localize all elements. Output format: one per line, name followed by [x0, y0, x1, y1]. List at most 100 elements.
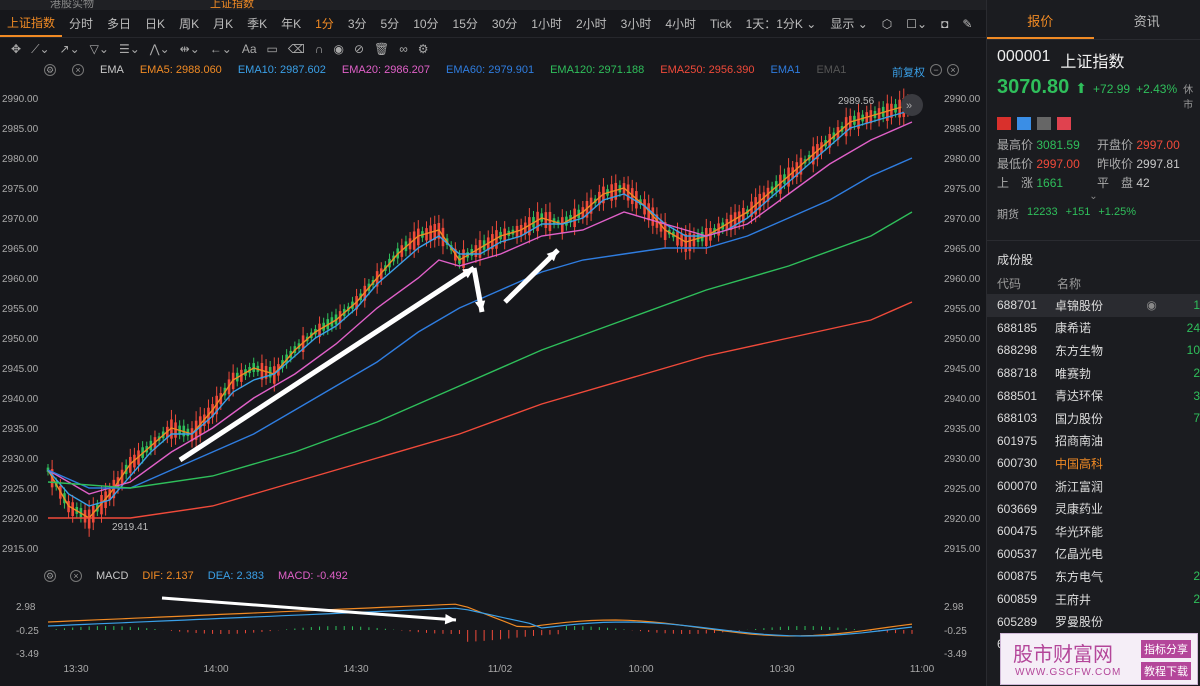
- settings-icon[interactable]: ⬡: [881, 16, 893, 31]
- fib-tool-icon[interactable]: ☰⌄: [118, 42, 140, 56]
- tab-1min[interactable]: 1分: [315, 17, 334, 31]
- indicator-name[interactable]: EMA: [100, 64, 124, 76]
- expand-chevron-icon[interactable]: ⌄: [1089, 191, 1098, 202]
- tab-3min[interactable]: 3分: [347, 17, 367, 31]
- table-row[interactable]: 605289 罗曼股份: [987, 610, 1200, 633]
- tab-multiday[interactable]: 多日: [107, 17, 132, 31]
- magnet-icon[interactable]: ∩: [314, 42, 324, 56]
- hide-icon[interactable]: ⊘: [353, 42, 364, 56]
- minimize-icon[interactable]: −: [930, 64, 942, 76]
- dea-value: DEA: 2.383: [207, 570, 265, 582]
- note-tool-icon[interactable]: ▭: [266, 42, 278, 56]
- time-tick-label: 10:00: [628, 664, 653, 675]
- ema10-value: 2987.602: [280, 64, 326, 76]
- eye-icon[interactable]: ◉: [333, 42, 344, 56]
- tab-quote[interactable]: 报价: [987, 0, 1094, 39]
- table-row[interactable]: 688298 东方生物 10: [987, 339, 1200, 362]
- line-tool-icon[interactable]: ⟋⌄: [31, 41, 50, 56]
- table-row[interactable]: 688501 青达环保 3: [987, 384, 1200, 407]
- ema-extra-1: EMA1: [770, 64, 801, 76]
- macd-name[interactable]: MACD: [96, 570, 129, 582]
- window-tab-index[interactable]: 上证指数: [210, 0, 254, 10]
- tag-icon[interactable]: [1017, 117, 1031, 130]
- table-row[interactable]: 603669 灵康药业: [987, 497, 1200, 520]
- table-row[interactable]: 600475 华光环能: [987, 520, 1200, 543]
- measure-tool-icon[interactable]: ⇹⌄: [179, 42, 200, 56]
- table-row[interactable]: 688701 卓锦股份 ◉ 1: [987, 294, 1200, 317]
- pin-icon[interactable]: ◉: [1146, 298, 1157, 313]
- tab-daily[interactable]: 日K: [145, 17, 166, 31]
- close-icon[interactable]: ×: [947, 64, 959, 76]
- tab-news[interactable]: 资讯: [1133, 14, 1160, 29]
- heart-icon[interactable]: [1057, 117, 1071, 130]
- table-row[interactable]: 600537 亿晶光电: [987, 543, 1200, 566]
- low-annotation: 2919.41: [112, 522, 149, 533]
- text-tool-icon[interactable]: Aa: [241, 42, 257, 56]
- tab-15min[interactable]: 15分: [452, 17, 478, 31]
- camera-icon[interactable]: ◘: [941, 16, 949, 31]
- col-name[interactable]: 名称: [1057, 276, 1082, 291]
- flag-icon[interactable]: [997, 117, 1011, 130]
- window-tab-hk[interactable]: 港股实物: [50, 0, 94, 10]
- components-list: 688701 卓锦股份 ◉ 1 688185 康希诺 24 688298 东方生物 10 68871…: [987, 294, 1200, 656]
- chart-canvas[interactable]: 2990.00 2985.00 2980.00 2975.00 2970.00 2965.…: [0, 80, 986, 686]
- close-icon[interactable]: ×: [72, 64, 84, 76]
- gear-icon[interactable]: ⚙: [417, 42, 429, 56]
- field-low: 最低价 2997.00: [997, 157, 1080, 171]
- arrow-tool-icon[interactable]: ←⌄: [209, 42, 232, 56]
- tab-quarterly[interactable]: 季K: [247, 17, 268, 31]
- scroll-right-button[interactable]: [901, 94, 923, 116]
- pencil-icon[interactable]: ✎: [962, 16, 973, 31]
- stock-code: 688103: [997, 411, 1038, 426]
- display-dropdown[interactable]: 显示 ⌄: [823, 15, 874, 32]
- table-row[interactable]: 688185 康希诺 24: [987, 317, 1200, 340]
- table-row[interactable]: 688103 国力股份 7: [987, 407, 1200, 430]
- range-dropdown[interactable]: 1天：1分K ⌄: [739, 15, 824, 32]
- settings-icon[interactable]: ⚙: [44, 64, 56, 76]
- tab-5min[interactable]: 5分: [380, 17, 400, 31]
- move-icon[interactable]: ✥: [11, 42, 22, 56]
- link-icon[interactable]: ∞: [399, 42, 408, 56]
- settings-icon[interactable]: ⚙: [44, 570, 56, 582]
- tab-index[interactable]: 上证指数: [0, 14, 63, 37]
- tab-yearly[interactable]: 年K: [281, 17, 302, 31]
- table-row[interactable]: 601975 招商南油: [987, 430, 1200, 453]
- ema-line-ema250: [48, 301, 913, 519]
- candle-body: [602, 186, 605, 204]
- eraser-icon[interactable]: ⌫: [287, 42, 305, 56]
- adjust-button[interactable]: 前复权: [892, 67, 925, 79]
- tab-4hour[interactable]: 4小时: [665, 17, 697, 31]
- tab-intraday[interactable]: 分时: [69, 17, 94, 31]
- stock-name: 亿晶光电: [1055, 547, 1104, 562]
- channel-tool-icon[interactable]: ▽⌄: [89, 42, 109, 56]
- table-row[interactable]: 600070 浙江富润: [987, 475, 1200, 498]
- tab-monthly[interactable]: 月K: [213, 17, 234, 31]
- tab-30min[interactable]: 30分: [491, 17, 518, 31]
- candle-body: [811, 146, 815, 165]
- watermark-title: 股市财富网: [1013, 642, 1113, 666]
- close-icon[interactable]: ×: [70, 570, 82, 582]
- trash-icon[interactable]: 🗑: [374, 42, 390, 56]
- ray-tool-icon[interactable]: ↗⌄: [59, 42, 80, 56]
- up-arrow-icon: ⬆: [1075, 80, 1088, 96]
- tab-2hour[interactable]: 2小时: [575, 17, 607, 31]
- candle-body: [433, 224, 437, 241]
- tab-1hour[interactable]: 1小时: [531, 17, 562, 31]
- tab-weekly[interactable]: 周K: [179, 17, 200, 31]
- table-row[interactable]: 600875 东方电气 2: [987, 565, 1200, 588]
- field-high: 最高价 3081.59: [997, 138, 1080, 152]
- table-row[interactable]: 600859 王府井 2: [987, 588, 1200, 611]
- tab-tick[interactable]: Tick: [710, 16, 732, 31]
- pattern-tool-icon[interactable]: ⋀⌄: [149, 42, 170, 56]
- tab-10min[interactable]: 10分: [413, 17, 439, 31]
- last-price: 3070.80: [997, 76, 1070, 98]
- macd-header: ⚙ × MACD DIF: 2.137 DEA: 2.383 MACD: -0.…: [44, 570, 348, 586]
- candle-body: [779, 174, 782, 194]
- tab-3hour[interactable]: 3小时: [620, 17, 652, 31]
- layout-icon[interactable]: ☐⌄: [906, 16, 928, 31]
- doc-icon[interactable]: [1037, 117, 1051, 130]
- col-code[interactable]: 代码: [997, 276, 1022, 291]
- candle-body: [663, 221, 667, 241]
- table-row[interactable]: 688718 唯赛勃 2: [987, 362, 1200, 385]
- table-row[interactable]: 600730 中国高科: [987, 452, 1200, 475]
